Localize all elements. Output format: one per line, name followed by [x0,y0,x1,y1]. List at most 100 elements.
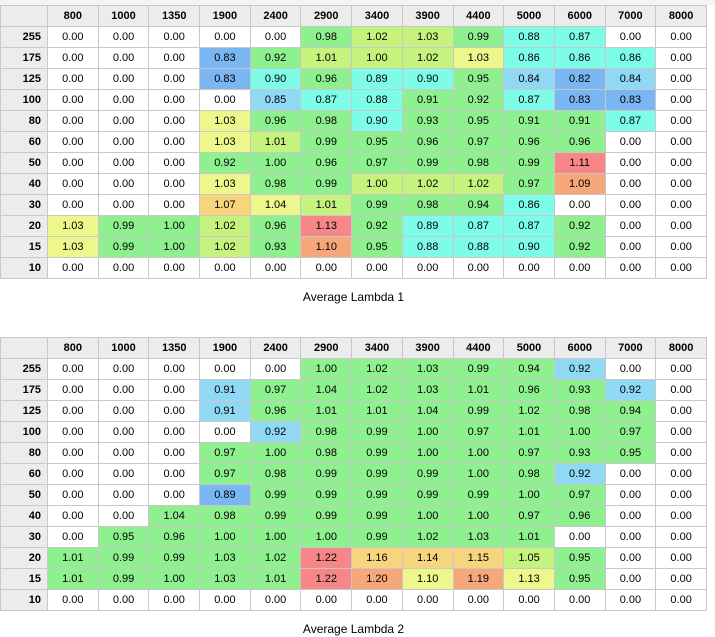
table-cell[interactable]: 0.96 [148,526,201,548]
table-cell[interactable]: 0.00 [655,26,707,48]
table-cell[interactable]: 1.01 [47,568,99,590]
table-cell[interactable]: 0.97 [452,131,505,153]
table-cell[interactable]: 0.00 [97,379,150,401]
table-cell[interactable]: 1.01 [300,194,353,216]
table-cell[interactable]: 0.00 [604,547,657,569]
table-cell[interactable]: 0.90 [249,68,302,90]
table-cell[interactable]: 0.00 [148,110,201,132]
table-cell[interactable]: 1.01 [47,547,99,569]
table-cell[interactable]: 0.00 [452,257,505,279]
table-cell[interactable]: 0.94 [503,358,555,380]
table-cell[interactable]: 0.00 [199,257,251,279]
table-cell[interactable]: 1.00 [300,358,353,380]
table-cell[interactable]: 0.99 [351,484,403,506]
table-cell[interactable]: 1.02 [401,526,454,548]
table-cell[interactable]: 0.95 [452,110,505,132]
table-cell[interactable]: 1.00 [249,442,302,464]
table-cell[interactable]: 0.00 [47,26,99,48]
table-cell[interactable]: 0.00 [452,589,505,611]
table-cell[interactable]: 0.97 [503,442,555,464]
table-cell[interactable]: 0.00 [148,463,201,485]
table-cell[interactable]: 0.99 [300,173,353,195]
table-cell[interactable]: 0.00 [148,358,201,380]
table-cell[interactable]: 0.91 [401,89,454,111]
table-cell[interactable]: 0.99 [351,421,403,443]
table-cell[interactable]: 1.03 [452,47,505,69]
table-cell[interactable]: 0.00 [249,26,302,48]
table-cell[interactable]: 1.16 [351,547,403,569]
table-cell[interactable]: 1.02 [351,379,403,401]
table-cell[interactable]: 1.00 [148,215,201,237]
table-cell[interactable]: 0.00 [300,257,353,279]
table-cell[interactable]: 1.02 [199,215,251,237]
table-cell[interactable]: 0.00 [199,421,251,443]
table-cell[interactable]: 1.00 [199,526,251,548]
table-cell[interactable]: 0.00 [300,589,353,611]
table-cell[interactable]: 0.00 [604,173,657,195]
table-cell[interactable]: 0.89 [351,68,403,90]
table-cell[interactable]: 0.00 [97,505,150,527]
table-cell[interactable]: 0.00 [604,257,657,279]
table-cell[interactable]: 0.99 [249,484,302,506]
table-cell[interactable]: 1.02 [503,400,555,422]
table-cell[interactable]: 0.00 [148,257,201,279]
table-cell[interactable]: 1.11 [553,152,606,174]
table-cell[interactable]: 0.00 [97,194,150,216]
table-cell[interactable]: 0.99 [97,215,150,237]
table-cell[interactable]: 0.00 [655,215,707,237]
table-cell[interactable]: 0.00 [199,358,251,380]
table-cell[interactable]: 0.00 [47,173,99,195]
table-cell[interactable]: 0.94 [604,400,657,422]
table-cell[interactable]: 0.00 [148,47,201,69]
table-cell[interactable]: 0.00 [351,257,403,279]
table-cell[interactable]: 0.87 [503,89,555,111]
table-cell[interactable]: 0.96 [300,68,353,90]
table-cell[interactable]: 1.15 [452,547,505,569]
table-cell[interactable]: 0.00 [655,379,707,401]
table-cell[interactable]: 1.03 [401,379,454,401]
table-cell[interactable]: 0.99 [452,400,505,422]
table-cell[interactable]: 0.88 [503,26,555,48]
table-cell[interactable]: 0.96 [553,505,606,527]
table-cell[interactable]: 0.95 [604,442,657,464]
table-cell[interactable]: 0.87 [604,110,657,132]
table-cell[interactable]: 1.00 [452,505,505,527]
table-cell[interactable]: 0.83 [199,68,251,90]
table-cell[interactable]: 0.00 [249,257,302,279]
table-cell[interactable]: 0.91 [553,110,606,132]
table-cell[interactable]: 1.02 [452,173,505,195]
table-cell[interactable]: 0.92 [351,215,403,237]
table-cell[interactable]: 0.99 [300,463,353,485]
table-cell[interactable]: 1.03 [401,358,454,380]
table-cell[interactable]: 0.00 [148,173,201,195]
table-cell[interactable]: 1.01 [300,47,353,69]
table-cell[interactable]: 0.00 [604,526,657,548]
table-cell[interactable]: 0.99 [401,463,454,485]
table-cell[interactable]: 0.00 [148,68,201,90]
table-cell[interactable]: 1.01 [249,568,302,590]
table-cell[interactable]: 0.93 [249,236,302,258]
table-cell[interactable]: 0.97 [351,152,403,174]
table-cell[interactable]: 0.98 [452,152,505,174]
table-cell[interactable]: 0.83 [199,47,251,69]
table-cell[interactable]: 0.99 [300,131,353,153]
table-cell[interactable]: 0.95 [553,568,606,590]
table-cell[interactable]: 0.00 [604,194,657,216]
table-cell[interactable]: 0.00 [655,110,707,132]
table-cell[interactable]: 1.10 [401,568,454,590]
table-cell[interactable]: 1.10 [300,236,353,258]
table-cell[interactable]: 1.20 [351,568,403,590]
table-cell[interactable]: 0.00 [655,47,707,69]
table-cell[interactable]: 0.00 [655,484,707,506]
table-cell[interactable]: 1.09 [553,173,606,195]
table-cell[interactable]: 0.97 [199,463,251,485]
table-cell[interactable]: 0.98 [300,421,353,443]
table-cell[interactable]: 0.99 [401,484,454,506]
table-cell[interactable]: 0.87 [553,26,606,48]
table-cell[interactable]: 0.96 [249,110,302,132]
table-cell[interactable]: 0.96 [503,131,555,153]
table-cell[interactable]: 0.95 [97,526,150,548]
table-cell[interactable]: 0.99 [452,26,505,48]
table-cell[interactable]: 0.00 [553,589,606,611]
table-cell[interactable]: 0.00 [655,442,707,464]
